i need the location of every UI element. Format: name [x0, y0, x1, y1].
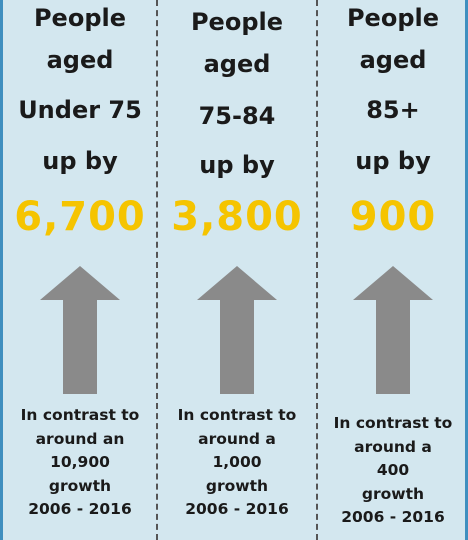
contrast-note: In contrast to around a 400 growth 2006 … — [318, 412, 468, 530]
up-arrow-icon — [40, 266, 120, 394]
note-line: around an — [35, 429, 125, 448]
heading-aged: aged — [46, 46, 114, 74]
note-line: growth — [48, 476, 112, 495]
note-line: 10,900 — [50, 453, 110, 471]
column-85-plus: People aged 85+ up by 900 In contrast to… — [318, 0, 468, 540]
heading-people: People — [33, 4, 127, 32]
note-line: around a — [198, 429, 276, 448]
age-group: Under 75 — [18, 96, 142, 124]
note-line: In contrast to — [333, 414, 453, 432]
note-line: 2006 - 2016 — [28, 500, 132, 518]
column-under-75: People aged Under 75 up by 6,700 In cont… — [3, 0, 157, 540]
age-group: 75-84 — [198, 102, 276, 130]
note-line: 2006 - 2016 — [341, 508, 445, 526]
note-line: growth — [361, 484, 425, 503]
contrast-note: In contrast to around a 1,000 growth 200… — [158, 404, 316, 522]
increase-value: 3,800 — [171, 194, 303, 240]
note-line: growth — [205, 476, 269, 495]
contrast-note: In contrast to around an 10,900 growth 2… — [3, 404, 157, 522]
column-divider — [316, 0, 318, 540]
up-arrow-icon — [353, 266, 433, 394]
note-line: 1,000 — [212, 453, 262, 471]
heading-up-by: up by — [355, 147, 431, 175]
increase-value: 900 — [349, 194, 437, 240]
heading-aged: aged — [359, 46, 427, 74]
note-line: 400 — [376, 461, 410, 479]
note-line: In contrast to — [177, 406, 297, 424]
note-line: In contrast to — [20, 406, 140, 424]
heading-aged: aged — [203, 50, 271, 78]
heading-people: People — [346, 4, 440, 32]
heading-people: People — [190, 8, 284, 36]
column-75-84: People aged 75-84 up by 3,800 In contras… — [158, 0, 316, 540]
heading-up-by: up by — [199, 151, 275, 179]
note-line: 2006 - 2016 — [185, 500, 289, 518]
increase-value: 6,700 — [14, 194, 146, 240]
up-arrow-icon — [197, 266, 277, 394]
note-line: around a — [354, 437, 432, 456]
column-divider — [156, 0, 158, 540]
age-group: 85+ — [366, 96, 420, 124]
heading-up-by: up by — [42, 147, 118, 175]
